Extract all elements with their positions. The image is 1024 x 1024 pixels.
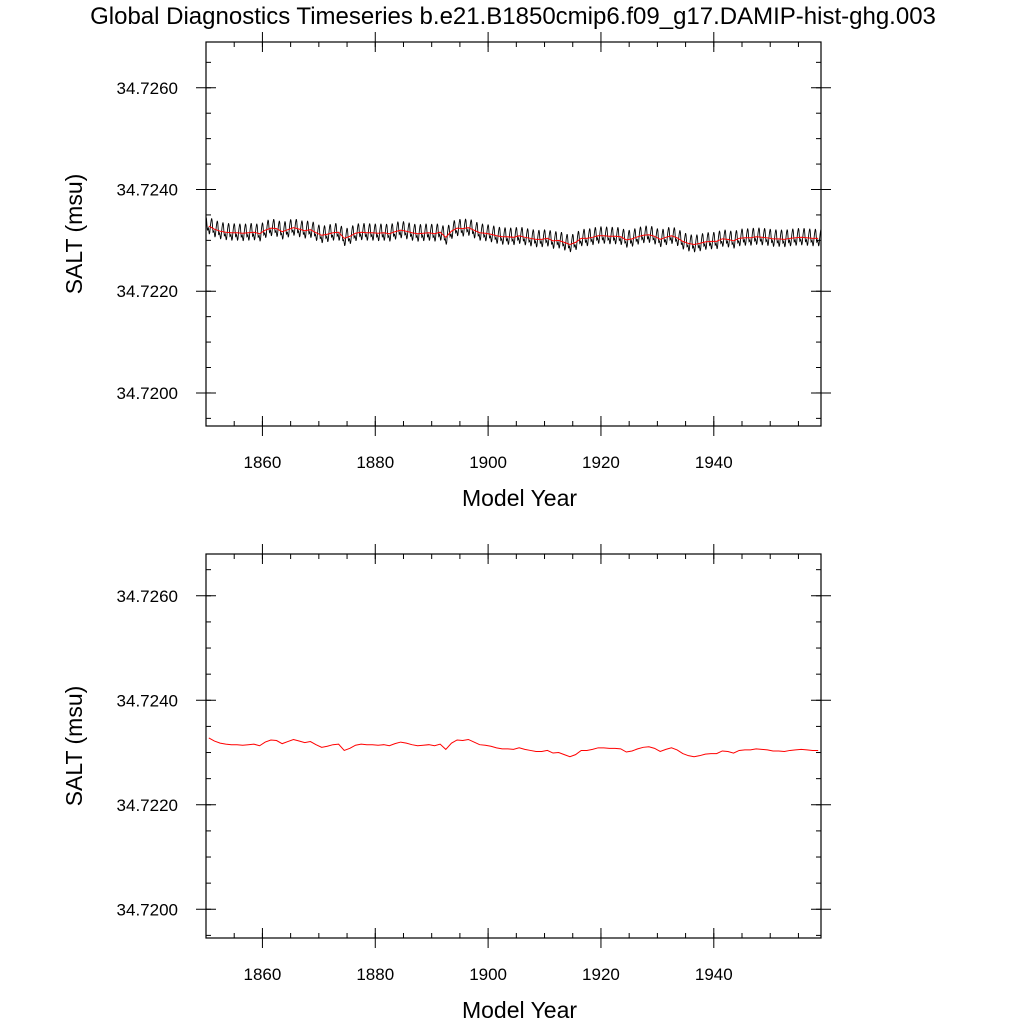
x-tick-label: 1860 xyxy=(244,965,282,984)
panel-top: 1860 1880 1900 1920 1940 34.7200 34.7220 34.724… xyxy=(61,32,831,511)
y-axis-label: SALT (msu) xyxy=(61,174,87,295)
x-tick-label: 1920 xyxy=(582,965,620,984)
x-tick-label: 1920 xyxy=(582,453,620,472)
x-tick-label: 1940 xyxy=(695,965,733,984)
y-tick-label: 34.7200 xyxy=(117,384,178,403)
chart-title: Global Diagnostics Timeseries b.e21.B185… xyxy=(90,3,936,30)
plot-frame xyxy=(205,553,822,939)
x-tick-label: 1900 xyxy=(469,965,507,984)
series-line-annual xyxy=(208,225,819,245)
x-tick-label: 1880 xyxy=(356,965,394,984)
x-axis-label: Model Year xyxy=(462,485,577,511)
plot-frame xyxy=(205,41,822,427)
x-axis-label: Model Year xyxy=(462,997,577,1023)
x-tick-label: 1880 xyxy=(356,453,394,472)
x-tick-label: 1900 xyxy=(469,453,507,472)
x-tick-label: 1940 xyxy=(695,453,733,472)
panel-bottom: 1860 1880 1900 1920 1940 34.7200 34.7220 34.724… xyxy=(61,544,831,1023)
y-tick-label: 34.7240 xyxy=(117,180,178,199)
y-tick-label: 34.7240 xyxy=(117,691,178,710)
x-tick-label: 1860 xyxy=(244,453,282,472)
y-tick-label: 34.7200 xyxy=(117,900,178,919)
y-tick-label: 34.7220 xyxy=(117,796,178,815)
y-axis-label: SALT (msu) xyxy=(61,686,87,807)
y-tick-label: 34.7260 xyxy=(117,587,178,606)
y-tick-label: 34.7220 xyxy=(117,282,178,301)
series-line-annual xyxy=(208,737,819,758)
series-line-monthly xyxy=(205,216,822,253)
y-tick-label: 34.7260 xyxy=(117,79,178,98)
